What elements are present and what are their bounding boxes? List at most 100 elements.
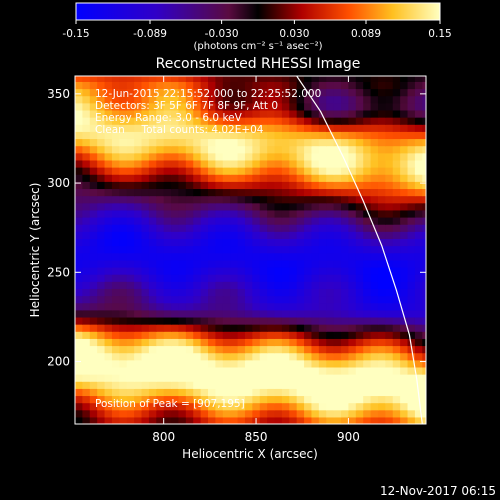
heatmap-cell <box>222 366 231 375</box>
heatmap-cell <box>178 252 187 261</box>
heatmap-cell <box>341 209 350 218</box>
heatmap-cell <box>274 174 283 182</box>
heatmap-cell <box>97 152 106 161</box>
heatmap-cell <box>148 117 157 125</box>
heatmap-cell <box>193 81 202 90</box>
heatmap-cell <box>318 167 327 175</box>
heatmap-cell <box>163 395 172 404</box>
heatmap-cell <box>134 145 143 154</box>
heatmap-cell <box>208 76 216 82</box>
heatmap-cell <box>89 216 98 225</box>
heatmap-cell <box>252 88 261 97</box>
heatmap-cell <box>119 288 128 297</box>
heatmap-cell <box>259 331 268 339</box>
heatmap-cell <box>355 266 364 275</box>
heatmap-cell <box>185 159 194 168</box>
heatmap-cell <box>414 331 423 339</box>
heatmap-cell <box>237 159 246 168</box>
heatmap-cell <box>274 274 283 282</box>
heatmap-cell <box>215 388 224 397</box>
heatmap-cell <box>370 359 379 368</box>
heatmap-cell <box>230 288 239 297</box>
heatmap-cell <box>385 309 394 318</box>
heatmap-cell <box>222 288 231 297</box>
heatmap-cell <box>385 359 394 368</box>
heatmap-cell <box>126 416 135 424</box>
heatmap-cell <box>311 95 320 104</box>
heatmap-cell <box>414 345 423 354</box>
heatmap-cell <box>318 359 327 368</box>
heatmap-cell <box>385 145 394 154</box>
heatmap-cell <box>392 381 401 389</box>
heatmap-cell <box>119 374 128 382</box>
heatmap-cell <box>289 409 298 418</box>
heatmap-cell <box>141 281 150 289</box>
heatmap-cell <box>111 359 120 368</box>
heatmap-cell <box>281 295 290 304</box>
heatmap-cell <box>230 95 239 104</box>
heatmap-cell <box>296 402 305 411</box>
heatmap-cell <box>348 152 357 161</box>
heatmap-cell <box>377 374 386 382</box>
heatmap-cell <box>163 409 172 418</box>
heatmap-cell <box>355 181 364 190</box>
heatmap-cell <box>208 216 216 225</box>
heatmap-cell <box>171 338 180 347</box>
heatmap-cell <box>97 352 106 361</box>
heatmap-cell <box>407 188 416 197</box>
heatmap-cell <box>141 302 150 311</box>
heatmap-cell <box>259 295 268 304</box>
heatmap-cell <box>422 309 426 318</box>
heatmap-cell <box>326 209 335 218</box>
heatmap-cell <box>104 76 113 82</box>
heatmap-cell <box>230 238 239 247</box>
heatmap-cell <box>89 345 98 354</box>
heatmap-cell <box>89 117 98 125</box>
heatmap-cell <box>318 131 327 140</box>
heatmap-cell <box>377 259 386 268</box>
heatmap-cell <box>230 381 239 389</box>
heatmap-cell <box>148 359 157 368</box>
heatmap-cell <box>222 181 231 190</box>
heatmap-cell <box>119 266 128 275</box>
heatmap-cell <box>414 374 423 382</box>
heatmap-cell <box>200 381 209 389</box>
heatmap-cell <box>237 109 246 118</box>
heatmap-cell <box>355 388 364 397</box>
heatmap-cell <box>274 302 283 311</box>
heatmap-cell <box>111 324 120 332</box>
heatmap-cell <box>267 152 276 161</box>
heatmap-cell <box>119 309 128 318</box>
heatmap-cell <box>296 131 305 140</box>
heatmap-cell <box>148 338 157 347</box>
heatmap-cell <box>163 366 172 375</box>
heatmap-cell <box>215 381 224 389</box>
heatmap-cell <box>304 259 313 268</box>
heatmap-cell <box>119 188 128 197</box>
heatmap-cell <box>252 281 261 289</box>
heatmap-cell <box>296 338 305 347</box>
heatmap-cell <box>82 309 91 318</box>
heatmap-cell <box>178 216 187 225</box>
heatmap-cell <box>392 124 401 132</box>
heatmap-cell <box>296 324 305 332</box>
heatmap-cell <box>259 352 268 361</box>
heatmap-cell <box>75 281 83 289</box>
heatmap-cell <box>111 88 120 97</box>
heatmap-cell <box>348 302 357 311</box>
heatmap-cell <box>97 252 106 261</box>
heatmap-cell <box>348 395 357 404</box>
heatmap-cell <box>244 395 253 404</box>
heatmap-cell <box>141 181 150 190</box>
heatmap-cell <box>377 338 386 347</box>
heatmap-cell <box>311 374 320 382</box>
heatmap-cell <box>400 316 409 325</box>
heatmap-cell <box>244 159 253 168</box>
heatmap-cell <box>89 331 98 339</box>
y-axis-label: Heliocentric Y (arcsec) <box>28 183 42 318</box>
heatmap-cell <box>348 231 357 239</box>
heatmap-cell <box>377 331 386 339</box>
heatmap-cell <box>414 338 423 347</box>
heatmap-cell <box>244 266 253 275</box>
heatmap-cell <box>259 416 268 424</box>
